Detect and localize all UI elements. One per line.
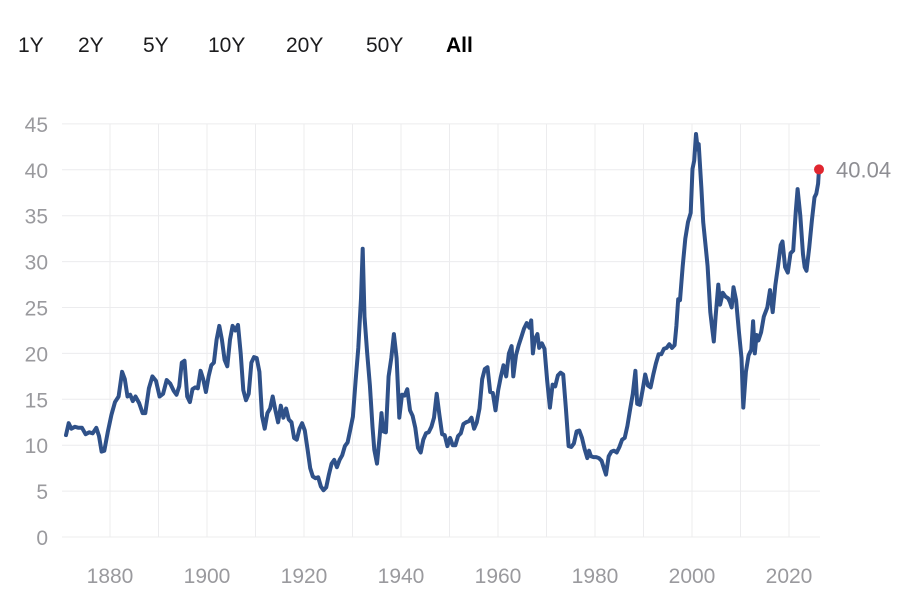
x-axis-labels: 1880 1900 1920 1940 1960 1980 2000 2020 [87, 565, 813, 588]
range-tab-2y[interactable]: 2Y [78, 34, 104, 57]
y-tick-label: 20 [25, 343, 48, 366]
range-tab-1y[interactable]: 1Y [18, 34, 44, 57]
x-tick-label: 1980 [572, 565, 619, 588]
y-tick-label: 10 [25, 435, 48, 458]
range-tab-20y[interactable]: 20Y [286, 34, 324, 57]
series-line [64, 132, 821, 493]
x-tick-label: 2020 [766, 565, 813, 588]
y-tick-label: 35 [25, 206, 48, 229]
range-tab-5y[interactable]: 5Y [143, 34, 169, 57]
x-tick-label: 1940 [378, 565, 425, 588]
range-tab-all[interactable]: All [446, 34, 473, 57]
y-tick-label: 40 [25, 160, 48, 183]
x-tick-label: 1920 [281, 565, 328, 588]
range-tab-50y[interactable]: 50Y [366, 34, 404, 57]
x-tick-label: 1960 [475, 565, 522, 588]
y-axis-labels: 0 5 10 15 20 25 30 35 40 45 [25, 114, 48, 550]
last-point-marker [814, 164, 824, 175]
y-tick-label: 0 [36, 527, 48, 550]
last-value-label: 40.04 [836, 157, 891, 182]
y-tick-label: 45 [25, 114, 48, 137]
x-tick-label: 1900 [184, 565, 231, 588]
x-tick-label: 2000 [669, 565, 716, 588]
x-tick-label: 1880 [87, 565, 134, 588]
grid-lines [62, 123, 820, 538]
y-tick-label: 15 [25, 389, 48, 412]
range-tab-10y[interactable]: 10Y [208, 34, 246, 57]
y-tick-label: 30 [25, 252, 48, 275]
y-tick-label: 25 [25, 298, 48, 321]
y-tick-label: 5 [36, 481, 48, 504]
